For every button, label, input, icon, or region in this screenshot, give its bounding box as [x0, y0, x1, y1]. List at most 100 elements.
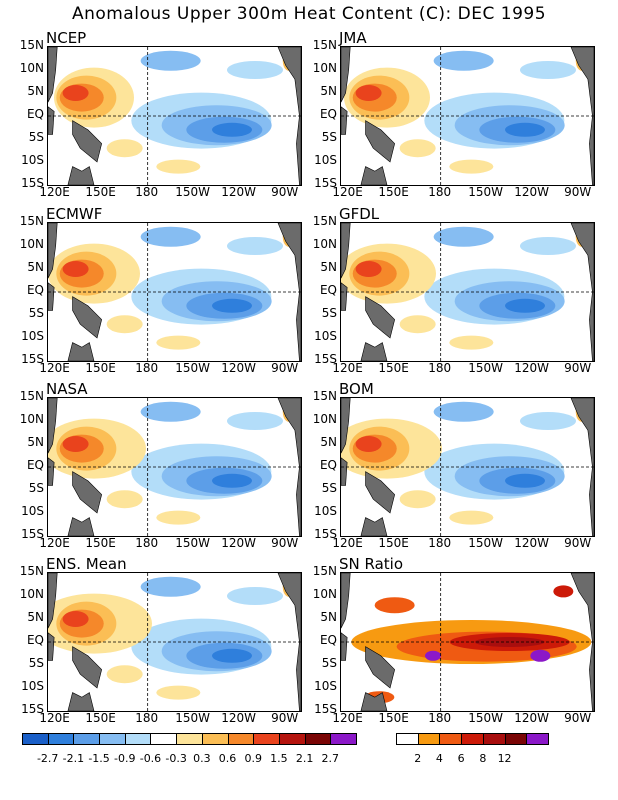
x-tick-label: 90W: [271, 711, 299, 725]
colorbar-swatch: [150, 733, 178, 745]
y-tick-label: EQ: [319, 107, 337, 121]
x-tick-label: 120W: [221, 536, 257, 550]
colorbar-label: -0.3: [165, 752, 187, 765]
warm-anomaly-southeast: [156, 510, 201, 525]
land-mask: [570, 47, 594, 185]
y-tick-label: 10S: [314, 153, 337, 167]
map-plot-area: [340, 222, 595, 362]
x-tick-label: 150W: [468, 185, 504, 199]
map-plot-area: [47, 46, 302, 186]
cold-anomaly-north: [140, 401, 201, 422]
sn-region-max: [530, 649, 551, 662]
colorbar-swatch: [176, 733, 203, 745]
cold-anomaly-northeast: [520, 412, 576, 430]
x-tick-label: 150W: [468, 361, 504, 375]
colorbar-label: -1.5: [88, 752, 110, 765]
y-tick-label: 10S: [21, 153, 44, 167]
y-tick-label: 5S: [28, 656, 44, 670]
y-tick-label: 10N: [19, 61, 44, 75]
x-tick-label: 180: [135, 185, 159, 199]
warm-anomaly-south: [106, 139, 143, 158]
land-mask: [365, 296, 395, 339]
y-tick-label: 15N: [312, 38, 337, 52]
warm-anomaly-core: [355, 436, 382, 452]
y-tick-label: 5S: [321, 481, 337, 495]
land-mask: [570, 398, 594, 536]
land-mask: [48, 223, 58, 279]
x-tick-label: 180: [428, 711, 452, 725]
map-field: [48, 573, 301, 711]
cold-anomaly-core: [212, 122, 252, 137]
x-tick-label: 90W: [564, 361, 592, 375]
sn-region-very-high: [474, 637, 545, 647]
warm-anomaly-southeast: [449, 159, 494, 174]
y-tick-label: 5S: [321, 656, 337, 670]
y-tick-label: 5N: [27, 84, 44, 98]
y-tick-label: 15S: [314, 352, 337, 366]
y-tick-label: 10N: [19, 412, 44, 426]
land-mask: [341, 106, 348, 135]
panel-title: NCEP: [46, 29, 87, 47]
y-tick-label: EQ: [26, 458, 44, 472]
y-tick-label: 10S: [21, 504, 44, 518]
x-tick-label: 150E: [378, 711, 409, 725]
x-tick-label: 150W: [468, 536, 504, 550]
land-mask: [365, 120, 395, 163]
x-tick-label: 150E: [378, 185, 409, 199]
x-tick-label: 150W: [175, 361, 211, 375]
land-mask: [48, 398, 58, 454]
warm-anomaly-southeast: [156, 159, 201, 174]
x-tick-label: 150W: [175, 536, 211, 550]
cold-anomaly-north: [140, 576, 201, 597]
land-mask: [341, 632, 348, 661]
colorbar-swatch: [482, 733, 506, 745]
y-tick-label: 5N: [27, 435, 44, 449]
x-tick-label: 150W: [468, 711, 504, 725]
land-mask: [67, 166, 95, 185]
x-tick-label: 150E: [85, 361, 116, 375]
colorbar-swatch: [396, 733, 419, 745]
y-tick-label: 15S: [21, 527, 44, 541]
land-mask: [48, 282, 55, 311]
cold-anomaly-northeast: [520, 237, 576, 255]
x-tick-label: 150E: [85, 711, 116, 725]
warm-anomaly-south: [106, 665, 143, 684]
panel-title: ENS. Mean: [46, 555, 127, 573]
sn-region-max: [425, 650, 441, 661]
map-plot-area: [340, 572, 595, 712]
y-tick-label: 5S: [28, 130, 44, 144]
x-tick-label: 180: [135, 536, 159, 550]
land-mask: [341, 47, 351, 103]
warm-anomaly-southeast: [449, 335, 494, 350]
colorbar-swatch: [227, 733, 255, 745]
y-tick-label: EQ: [26, 283, 44, 297]
land-mask: [67, 342, 95, 361]
cold-anomaly-core: [505, 122, 545, 137]
x-tick-label: 120W: [514, 536, 550, 550]
y-tick-label: 15N: [19, 564, 44, 578]
cold-anomaly-northeast: [520, 61, 576, 79]
warm-anomaly-core: [355, 85, 382, 101]
map-plot-area: [340, 46, 595, 186]
x-tick-label: 90W: [271, 185, 299, 199]
land-mask: [48, 573, 58, 629]
y-tick-label: 10N: [312, 61, 337, 75]
colorbar-swatch: [304, 733, 332, 745]
y-tick-label: 5N: [320, 610, 337, 624]
y-tick-label: 5N: [320, 435, 337, 449]
panel-title: NASA: [46, 380, 88, 398]
colorbar-label: 0.9: [244, 752, 262, 765]
cold-anomaly-northeast: [227, 237, 283, 255]
warm-anomaly-southeast: [156, 335, 201, 350]
x-tick-label: 120E: [332, 185, 363, 199]
cold-anomaly-north: [140, 50, 201, 71]
land-mask: [570, 573, 594, 711]
land-mask: [277, 47, 301, 185]
sn-region-mid: [374, 597, 415, 614]
panel-title: ECMWF: [46, 205, 103, 223]
y-tick-label: 5S: [321, 306, 337, 320]
sn-region-high: [553, 585, 574, 598]
land-mask: [360, 342, 388, 361]
colorbar-label: 0.3: [193, 752, 211, 765]
y-tick-label: EQ: [26, 633, 44, 647]
